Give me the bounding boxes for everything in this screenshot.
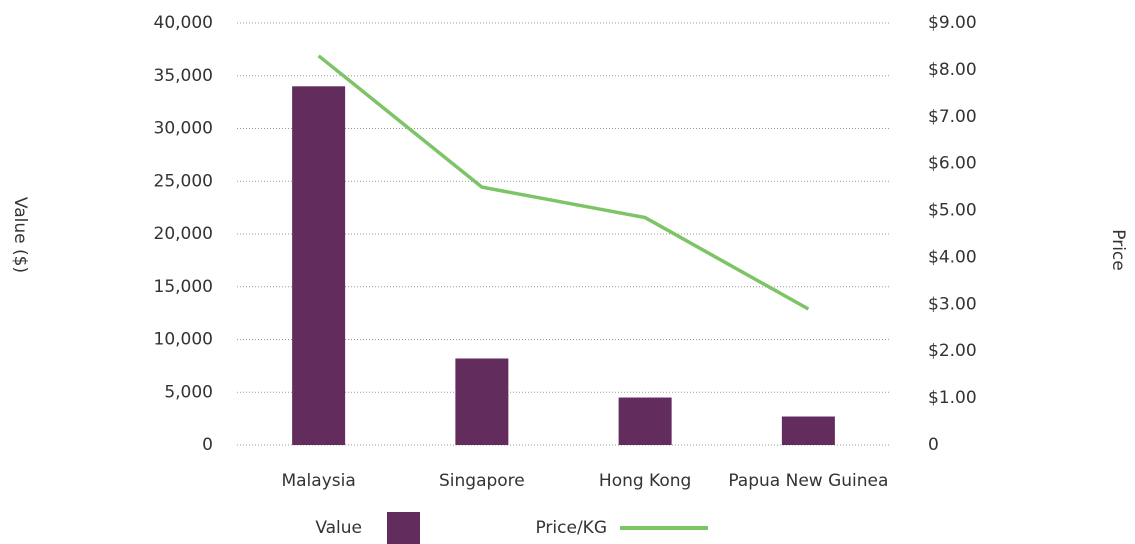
- y2-tick-label: $2.00: [928, 341, 977, 361]
- x-tick-label: Singapore: [439, 471, 525, 491]
- y2-tick-label: $5.00: [928, 201, 977, 221]
- y-tick-label: 30,000: [154, 119, 213, 139]
- x-tick-label: Malaysia: [281, 471, 355, 491]
- y2-axis-title: Price: [1108, 229, 1128, 270]
- line: [317, 54, 810, 311]
- y2-tick-label: $8.00: [928, 60, 977, 80]
- y2-tick-label: $3.00: [928, 294, 977, 314]
- y2-tick-label: 0: [928, 435, 939, 455]
- y-tick-label: 40,000: [154, 13, 213, 33]
- legend-label: Value: [315, 518, 362, 538]
- bar: [618, 397, 672, 445]
- bar: [455, 358, 509, 445]
- y2-tick-label: $1.00: [928, 388, 977, 408]
- y-tick-label: 5,000: [164, 382, 213, 402]
- x-tick-label: Papua New Guinea: [728, 471, 888, 491]
- y-tick-label: 25,000: [154, 171, 213, 191]
- y-axis-title: Value ($): [10, 197, 30, 273]
- y2-tick-label: $6.00: [928, 154, 977, 174]
- y2-tick-label: $7.00: [928, 107, 977, 127]
- y-tick-label: 10,000: [154, 330, 213, 350]
- x-tick-label: Hong Kong: [599, 471, 691, 491]
- y-tick-label: 35,000: [154, 66, 213, 86]
- bar: [781, 416, 835, 445]
- y-tick-label: 0: [202, 435, 213, 455]
- legend-swatch: [387, 512, 420, 544]
- bar: [292, 86, 346, 446]
- legend-label: Price/KG: [535, 518, 607, 538]
- y-tick-label: 15,000: [154, 277, 213, 297]
- y2-tick-label: $9.00: [928, 13, 977, 33]
- y-tick-label: 20,000: [154, 224, 213, 244]
- y2-tick-label: $4.00: [928, 247, 977, 267]
